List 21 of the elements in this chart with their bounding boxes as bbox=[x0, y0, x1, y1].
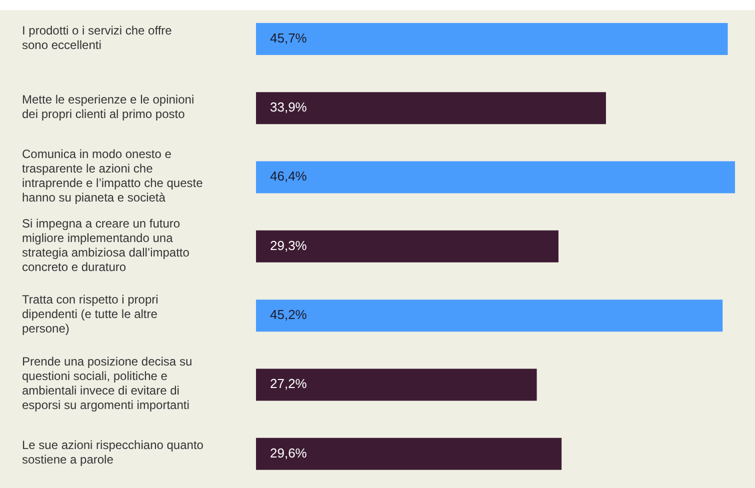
bar bbox=[256, 438, 562, 470]
y-tick-label: Comunica in modo onesto e trasparente le azioni che intraprende e l’impatto che queste hanno su pianeta e società bbox=[22, 147, 204, 205]
data-label: 45,7% bbox=[270, 30, 308, 46]
data-label: 29,3% bbox=[270, 238, 308, 253]
y-tick-label: Tratta con rispetto i propri dipendenti (e tutte le altre persone) bbox=[22, 292, 158, 336]
data-label: 45,2% bbox=[270, 307, 308, 322]
y-tick-label: Mette le esperienze e le opinioni dei propri clienti al primo posto bbox=[22, 92, 194, 122]
y-tick-label: I prodotti o i servizi che offre sono eccellenti bbox=[22, 23, 172, 52]
bar bbox=[256, 230, 558, 262]
bar bbox=[256, 161, 735, 194]
y-tick-label: Prende una posizione decisa su questioni sociali, politiche e ambientali invece di evitare di esporsi su argomenti importanti bbox=[22, 354, 192, 412]
y-tick-label: Si impegna a creare un futuro migliore implementando una strategia ambiziosa dall’impatto concreto e duraturo bbox=[22, 216, 190, 274]
data-label: 33,9% bbox=[270, 100, 308, 115]
data-label: 29,6% bbox=[270, 445, 308, 460]
bar bbox=[256, 92, 606, 124]
y-tick-label: Le sue azioni rispecchiano quanto sostiene a parole bbox=[22, 438, 204, 467]
bar bbox=[256, 23, 728, 55]
data-label: 27,2% bbox=[270, 376, 308, 392]
data-label: 46,4% bbox=[270, 168, 308, 184]
bar bbox=[256, 300, 723, 332]
bar bbox=[256, 368, 537, 401]
